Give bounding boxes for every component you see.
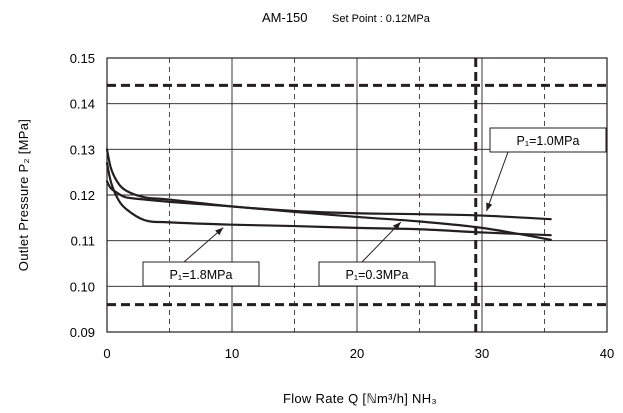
annotation-box — [142, 261, 260, 287]
y-tick-label: 0.15 — [70, 51, 95, 66]
annotation-label: P₁=1.8MPa — [170, 268, 233, 282]
series-line-1 — [105, 161, 552, 237]
x-axis-label: Flow Rate Q [ℕm³/h] NH₃ — [283, 391, 437, 406]
series-annotations: P₁=1.0MPa P₁=1.8MPa P₁=0.3MPa — [142, 127, 607, 287]
y-tick-labels: 0.09 0.10 0.11 0.12 0.13 0.14 0.15 — [70, 51, 95, 340]
x-tick-label: 40 — [600, 346, 614, 361]
chart-subtitle: Set Point : 0.12MPa — [332, 13, 431, 25]
x-tick-label: 0 — [103, 346, 110, 361]
y-tick-label: 0.11 — [71, 234, 95, 249]
annotation-arrowhead — [392, 222, 401, 231]
annotation-label: P₁=1.0MPa — [517, 134, 580, 148]
annotation-box — [318, 261, 436, 287]
chart-title: AM-150 — [262, 10, 308, 25]
x-tick-labels: 0 10 20 30 40 — [103, 346, 614, 361]
y-axis-label: Outlet Pressure P₂ [MPa] — [16, 119, 31, 271]
annotation-label: P₁=0.3MPa — [346, 268, 409, 282]
plot-frame — [106, 57, 608, 333]
x-tick-label: 20 — [350, 346, 364, 361]
x-tick-label: 30 — [475, 346, 489, 361]
annotation-arrowhead — [215, 227, 224, 236]
annotation-arrowhead — [486, 202, 493, 212]
y-tick-label: 0.12 — [70, 188, 95, 203]
y-tick-label: 0.13 — [70, 142, 95, 157]
annotation-box — [489, 127, 607, 153]
y-tick-label: 0.10 — [70, 279, 95, 294]
annotation-leader — [183, 227, 224, 263]
series-lines — [105, 148, 552, 241]
annotation-leader — [486, 151, 509, 212]
y-tick-label: 0.14 — [70, 97, 95, 112]
annotation-leader — [361, 221, 402, 263]
series-line-2 — [105, 180, 552, 241]
y-tick-label: 0.09 — [70, 325, 95, 340]
series-line-0 — [105, 148, 552, 221]
x-tick-label: 10 — [225, 346, 239, 361]
limit-lines — [107, 58, 607, 332]
grid-lines — [107, 58, 607, 332]
